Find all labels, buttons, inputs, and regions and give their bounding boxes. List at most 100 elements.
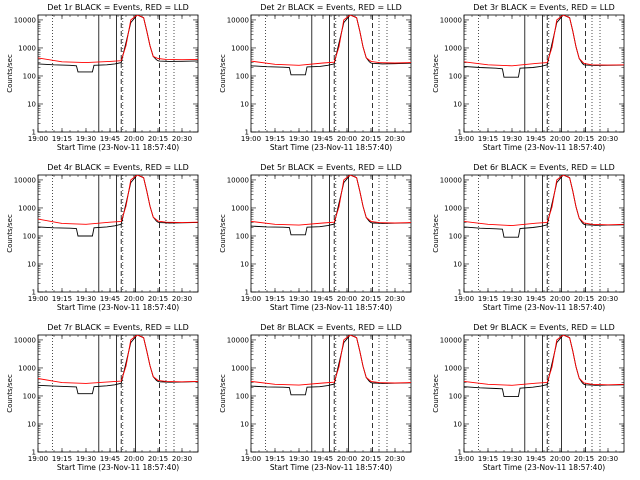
lld-series-line xyxy=(251,335,411,386)
x-tick-label: 20:15 xyxy=(361,135,381,143)
y-tick-label: 10000 xyxy=(227,176,249,184)
y-tick-label: 10000 xyxy=(440,176,462,184)
x-tick-label: 20:15 xyxy=(148,135,168,143)
lld-series-line xyxy=(251,175,411,226)
y-tick-label: 100 xyxy=(236,392,249,400)
panel-plot: Det 9r BLACK = Events, RED = LLD 1 10 100 10… xyxy=(432,323,625,472)
y-tick-label: 1 xyxy=(458,289,462,297)
x-tick-label: 20:15 xyxy=(361,295,381,303)
y-tick-label: 100 xyxy=(449,232,462,240)
panel-title: Det 7r BLACK = Events, RED = LLD xyxy=(47,323,189,332)
y-tick-label: 100 xyxy=(236,72,249,80)
panel-plot: Det 1r BLACK = Events, RED = LLD 1 10 100 10… xyxy=(6,3,199,152)
x-tick-label: 20:00 xyxy=(550,295,570,303)
x-tick-label: 19:00 xyxy=(454,455,474,463)
events-series-line xyxy=(464,335,624,398)
y-tick-label: 100 xyxy=(23,232,36,240)
y-tick-label: 1 xyxy=(32,449,36,457)
y-tick-label: 1 xyxy=(458,449,462,457)
detector-panel-3: Det 3r BLACK = Events, RED = LLD 1 10 100 10… xyxy=(426,0,639,160)
x-tick-label: 20:30 xyxy=(172,135,192,143)
y-tick-label: 1000 xyxy=(444,364,462,372)
y-tick-label: 10000 xyxy=(440,16,462,24)
x-axis-label: Start Time (23-Nov-11 18:57:40) xyxy=(57,303,179,312)
x-tick-label: 19:15 xyxy=(478,135,498,143)
x-tick-label: 20:15 xyxy=(148,295,168,303)
x-tick-label: 19:15 xyxy=(52,455,72,463)
x-tick-label: 20:30 xyxy=(385,135,405,143)
x-tick-label: 20:00 xyxy=(124,455,144,463)
x-tick-label: 19:45 xyxy=(100,455,120,463)
x-axis-label: Start Time (23-Nov-11 18:57:40) xyxy=(270,303,392,312)
lld-series-line xyxy=(251,15,411,66)
x-tick-label: 20:00 xyxy=(124,135,144,143)
detector-panel-9: Det 9r BLACK = Events, RED = LLD 1 10 100 10… xyxy=(426,320,639,480)
x-tick-label: 19:45 xyxy=(100,295,120,303)
x-tick-label: 20:30 xyxy=(385,295,405,303)
y-tick-label: 10000 xyxy=(227,336,249,344)
y-tick-label: 10000 xyxy=(14,176,36,184)
y-axis-label: Counts/sec xyxy=(432,54,440,93)
x-tick-label: 20:30 xyxy=(598,135,618,143)
y-tick-label: 10000 xyxy=(14,16,36,24)
x-axis-label: Start Time (23-Nov-11 18:57:40) xyxy=(57,463,179,472)
x-tick-label: 20:15 xyxy=(574,135,594,143)
x-tick-label: 20:30 xyxy=(172,295,192,303)
y-tick-label: 100 xyxy=(236,232,249,240)
detector-panel-5: Det 5r BLACK = Events, RED = LLD 1 10 100 10… xyxy=(213,160,426,320)
y-tick-label: 1 xyxy=(32,289,36,297)
y-tick-label: 1000 xyxy=(231,44,249,52)
panel-plot: Det 8r BLACK = Events, RED = LLD 1 10 100 10… xyxy=(219,323,412,472)
x-tick-label: 19:30 xyxy=(76,135,96,143)
panel-title: Det 4r BLACK = Events, RED = LLD xyxy=(47,163,189,172)
events-series-line xyxy=(251,175,411,236)
y-tick-label: 10 xyxy=(453,420,462,428)
x-tick-label: 20:00 xyxy=(550,135,570,143)
x-tick-label: 20:15 xyxy=(574,455,594,463)
lld-series-line xyxy=(464,15,624,67)
y-tick-label: 10000 xyxy=(227,16,249,24)
panel-plot: Det 4r BLACK = Events, RED = LLD 1 10 100 10… xyxy=(6,163,199,312)
y-axis-label: Counts/sec xyxy=(6,214,14,253)
x-tick-label: 19:00 xyxy=(241,455,261,463)
y-axis-label: Counts/sec xyxy=(219,214,227,253)
x-tick-label: 19:00 xyxy=(454,295,474,303)
events-series-line xyxy=(38,175,198,237)
y-tick-label: 1 xyxy=(458,129,462,137)
detector-panel-7: Det 7r BLACK = Events, RED = LLD 1 10 100 10… xyxy=(0,320,213,480)
y-tick-label: 10000 xyxy=(14,336,36,344)
x-axis-label: Start Time (23-Nov-11 18:57:40) xyxy=(57,143,179,152)
x-tick-label: 19:45 xyxy=(526,135,546,143)
x-tick-label: 19:30 xyxy=(76,455,96,463)
y-tick-label: 1000 xyxy=(18,364,36,372)
lld-series-line xyxy=(464,335,624,386)
x-tick-label: 20:30 xyxy=(172,455,192,463)
x-tick-label: 19:45 xyxy=(526,455,546,463)
y-tick-label: 10000 xyxy=(440,336,462,344)
x-tick-label: 20:00 xyxy=(550,455,570,463)
x-tick-label: 19:00 xyxy=(241,135,261,143)
detector-panel-6: Det 6r BLACK = Events, RED = LLD 1 10 100 10… xyxy=(426,160,639,320)
x-axis-label: Start Time (23-Nov-11 18:57:40) xyxy=(483,303,605,312)
events-series-line xyxy=(464,175,624,238)
x-tick-label: 19:30 xyxy=(289,455,309,463)
y-tick-label: 100 xyxy=(449,72,462,80)
lld-series-line xyxy=(38,175,198,225)
x-axis-label: Start Time (23-Nov-11 18:57:40) xyxy=(270,463,392,472)
y-tick-label: 1000 xyxy=(18,44,36,52)
panel-plot: Det 6r BLACK = Events, RED = LLD 1 10 100 10… xyxy=(432,163,625,312)
y-tick-label: 10 xyxy=(240,260,249,268)
panel-title: Det 8r BLACK = Events, RED = LLD xyxy=(260,323,402,332)
x-tick-label: 19:15 xyxy=(265,295,285,303)
y-tick-label: 10 xyxy=(27,100,36,108)
detector-panel-2: Det 2r BLACK = Events, RED = LLD 1 10 100 10… xyxy=(213,0,426,160)
panel-title: Det 6r BLACK = Events, RED = LLD xyxy=(473,163,615,172)
x-tick-label: 19:30 xyxy=(502,135,522,143)
lld-series-line xyxy=(464,175,624,227)
x-tick-label: 20:30 xyxy=(598,295,618,303)
y-tick-label: 100 xyxy=(449,392,462,400)
y-tick-label: 10 xyxy=(240,420,249,428)
x-tick-label: 20:15 xyxy=(361,455,381,463)
detector-panel-8: Det 8r BLACK = Events, RED = LLD 1 10 100 10… xyxy=(213,320,426,480)
